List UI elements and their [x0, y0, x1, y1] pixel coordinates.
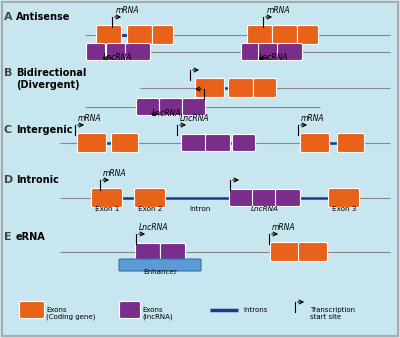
Text: mRNA: mRNA: [103, 169, 127, 178]
FancyBboxPatch shape: [78, 134, 106, 152]
Text: LncRNA: LncRNA: [139, 223, 169, 232]
FancyBboxPatch shape: [128, 25, 152, 45]
Text: Intronic: Intronic: [16, 175, 59, 185]
FancyBboxPatch shape: [230, 190, 254, 207]
Text: Intergenic: Intergenic: [16, 125, 72, 135]
FancyBboxPatch shape: [258, 44, 280, 61]
FancyBboxPatch shape: [112, 134, 138, 152]
Text: Bidirectional
(Divergent): Bidirectional (Divergent): [16, 68, 86, 90]
FancyBboxPatch shape: [160, 98, 182, 116]
Text: mRNA: mRNA: [301, 114, 325, 123]
FancyBboxPatch shape: [276, 190, 300, 207]
Text: Exon 3: Exon 3: [332, 206, 356, 212]
Text: Enhancer: Enhancer: [143, 269, 177, 275]
Text: Exons
(lncRNA): Exons (lncRNA): [142, 307, 173, 320]
Text: LncRNA: LncRNA: [251, 206, 279, 212]
FancyBboxPatch shape: [338, 134, 364, 152]
FancyBboxPatch shape: [92, 189, 122, 208]
FancyBboxPatch shape: [182, 135, 206, 151]
Text: Exon 2: Exon 2: [138, 206, 162, 212]
Text: B: B: [4, 68, 12, 78]
FancyBboxPatch shape: [136, 243, 160, 261]
Text: E: E: [4, 232, 12, 242]
Text: Antisense: Antisense: [16, 12, 70, 22]
Text: Introns: Introns: [243, 307, 267, 313]
FancyBboxPatch shape: [119, 259, 201, 271]
Text: Intron: Intron: [189, 206, 211, 212]
Text: eRNA: eRNA: [16, 232, 46, 242]
FancyBboxPatch shape: [106, 44, 128, 61]
FancyBboxPatch shape: [254, 78, 276, 97]
Text: C: C: [4, 125, 12, 135]
FancyBboxPatch shape: [228, 78, 254, 97]
FancyBboxPatch shape: [120, 301, 140, 318]
FancyBboxPatch shape: [152, 25, 174, 45]
FancyBboxPatch shape: [328, 189, 360, 208]
Text: LncRNA: LncRNA: [259, 53, 289, 62]
Text: LncRNA: LncRNA: [152, 109, 182, 118]
FancyBboxPatch shape: [248, 25, 272, 45]
Text: LncRNA: LncRNA: [103, 53, 133, 62]
Text: D: D: [4, 175, 13, 185]
FancyBboxPatch shape: [86, 44, 106, 61]
FancyBboxPatch shape: [182, 98, 206, 116]
FancyBboxPatch shape: [126, 44, 150, 61]
FancyBboxPatch shape: [206, 135, 230, 151]
FancyBboxPatch shape: [298, 242, 328, 262]
FancyBboxPatch shape: [232, 135, 256, 151]
FancyBboxPatch shape: [272, 25, 298, 45]
FancyBboxPatch shape: [300, 134, 330, 152]
FancyBboxPatch shape: [278, 44, 302, 61]
FancyBboxPatch shape: [96, 25, 122, 45]
Text: mRNA: mRNA: [78, 114, 102, 123]
Text: LncRNA: LncRNA: [180, 114, 210, 123]
FancyBboxPatch shape: [242, 44, 260, 61]
Text: mRNA: mRNA: [116, 6, 140, 15]
Text: Exon 1: Exon 1: [95, 206, 119, 212]
FancyBboxPatch shape: [134, 189, 166, 208]
FancyBboxPatch shape: [298, 25, 318, 45]
FancyBboxPatch shape: [20, 301, 44, 318]
FancyBboxPatch shape: [136, 98, 160, 116]
FancyBboxPatch shape: [160, 243, 186, 261]
Text: Exons
(Coding gene): Exons (Coding gene): [46, 307, 95, 320]
FancyBboxPatch shape: [252, 190, 278, 207]
Text: Transcription
start site: Transcription start site: [310, 307, 355, 320]
Text: A: A: [4, 12, 13, 22]
FancyBboxPatch shape: [270, 242, 300, 262]
FancyBboxPatch shape: [196, 78, 224, 97]
Text: mRNA: mRNA: [272, 223, 296, 232]
Text: mRNA: mRNA: [267, 6, 291, 15]
